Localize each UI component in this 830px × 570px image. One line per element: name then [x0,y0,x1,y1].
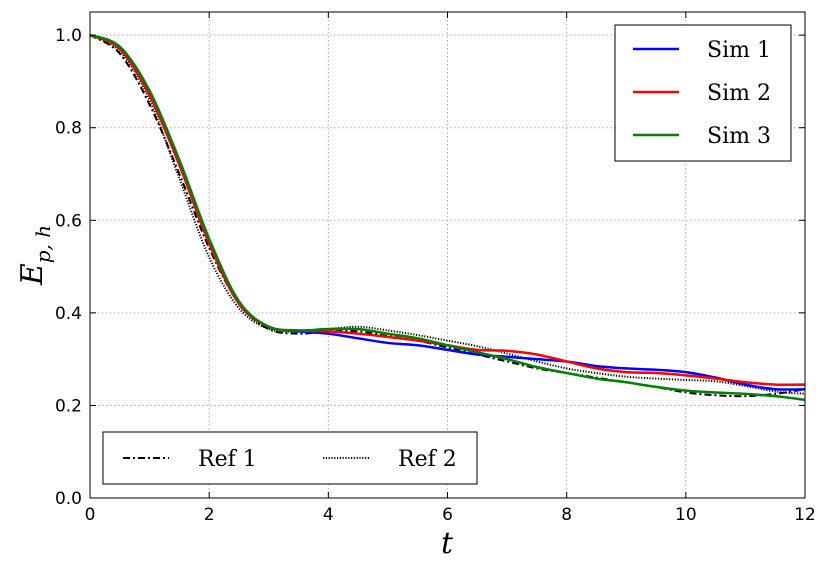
y-axis-label-main: E [15,263,50,286]
axis-ticks [89,12,806,499]
legend-label: Sim 1 [707,38,771,63]
y-tick-label: 0.2 [55,396,82,416]
legend-label: Ref 1 [198,447,257,472]
x-tick-label: 4 [323,505,334,525]
legend-simulations: Sim 1 Sim 2 Sim 3 [614,24,792,162]
legend-references: Ref 1 Ref 2 [102,431,478,485]
x-tick-label: 12 [794,505,816,525]
tick-labels: 0 2 4 6 8 10 12 0.0 0.2 0.4 0.6 0.8 1.0 [55,26,816,525]
legend-label: Ref 2 [398,447,457,472]
y-tick-label: 0.6 [55,211,82,231]
series-line-sim-3 [89,33,806,402]
x-axis-label: t [441,526,454,561]
legend-label: Sim 3 [707,124,771,149]
series-line-ref-2 [89,34,806,395]
y-tick-label: 0.8 [55,119,82,139]
x-tick-label: 6 [442,505,453,525]
y-axis-label: Ep, h [15,225,55,286]
x-tick-label: 0 [85,505,96,525]
series-layer [89,33,806,402]
y-tick-label: 1.0 [55,26,82,46]
series-line-ref-1 [89,34,806,398]
y-axis-label-subscript: p, h [31,225,55,263]
x-tick-label: 8 [561,505,572,525]
svg-text:Ep, h: Ep, h [15,225,55,286]
y-tick-label: 0.0 [55,489,82,509]
legend-label: Sim 2 [707,81,771,106]
x-tick-label: 10 [675,505,697,525]
x-tick-label: 2 [204,505,215,525]
legend-box [102,431,478,485]
y-tick-label: 0.4 [55,304,82,324]
